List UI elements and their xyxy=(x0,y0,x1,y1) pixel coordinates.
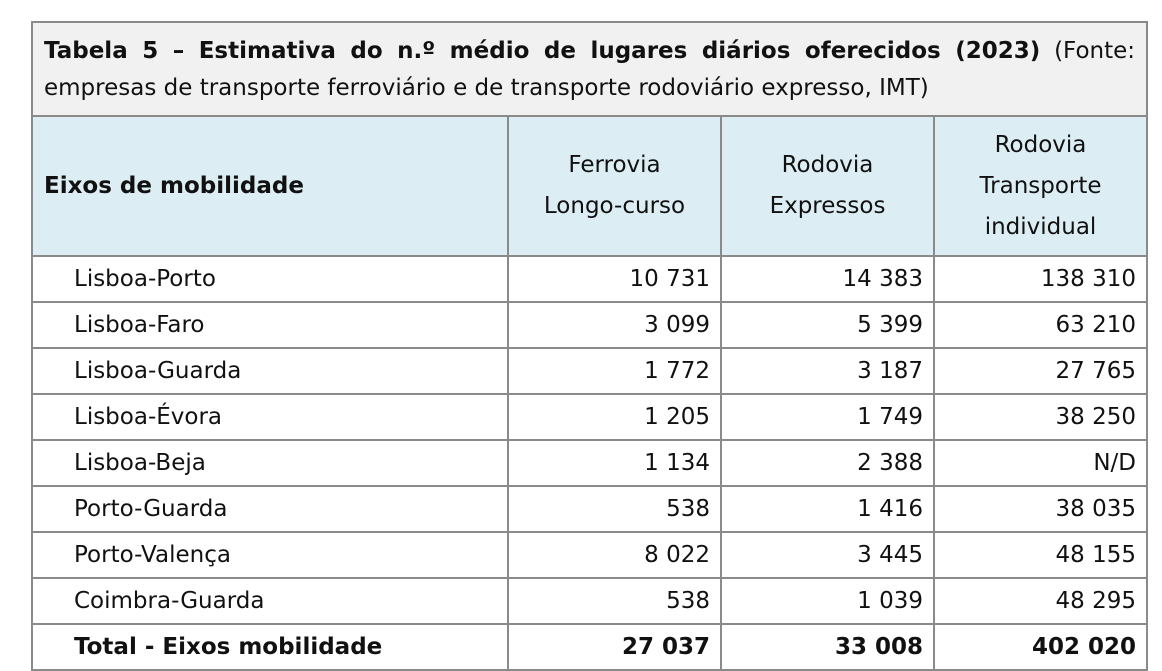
table-row: Porto-Valença 8 022 3 445 48 155 xyxy=(31,531,1149,579)
table-caption-title: Tabela 5 – Estimativa do n.º médio de lu… xyxy=(44,38,1041,64)
header-rodovia-expressos: Rodovia Expressos xyxy=(720,115,935,257)
header-expressos-line-1: Rodovia xyxy=(781,152,874,178)
table-row: Lisboa-Beja 1 134 2 388 N/D xyxy=(31,439,1149,487)
row-individual: 27 765 xyxy=(932,347,1149,395)
mobility-seats-table: Tabela 5 – Estimativa do n.º médio de lu… xyxy=(30,21,1149,671)
row-individual: 48 295 xyxy=(932,577,1149,625)
header-rodovia-individual: Rodovia Transporte individual xyxy=(932,115,1149,257)
row-individual: 38 035 xyxy=(932,485,1149,533)
row-individual: 38 250 xyxy=(932,393,1149,441)
row-expressos: 3 445 xyxy=(720,531,935,579)
row-name: Lisboa-Beja xyxy=(31,439,509,487)
row-individual: 48 155 xyxy=(932,531,1149,579)
row-name: Coimbra-Guarda xyxy=(31,577,509,625)
header-ferrovia-line-2: Longo-curso xyxy=(543,193,686,219)
row-expressos: 1 416 xyxy=(720,485,935,533)
header-ferrovia-line-1: Ferrovia xyxy=(568,152,661,178)
total-name: Total - Eixos mobilidade xyxy=(31,623,509,671)
table-row: Coimbra-Guarda 538 1 039 48 295 xyxy=(31,577,1149,625)
table-header-row: Eixos de mobilidade Ferrovia Longo-curso… xyxy=(31,115,1149,257)
row-name: Porto-Guarda xyxy=(31,485,509,533)
table-row: Lisboa-Faro 3 099 5 399 63 210 xyxy=(31,301,1149,349)
row-ferrovia: 1 134 xyxy=(507,439,722,487)
row-ferrovia: 538 xyxy=(507,577,722,625)
row-ferrovia: 10 731 xyxy=(507,255,722,303)
row-expressos: 5 399 xyxy=(720,301,935,349)
header-expressos-line-2: Expressos xyxy=(769,193,886,219)
header-ferrovia: Ferrovia Longo-curso xyxy=(507,115,722,257)
table-row: Lisboa-Évora 1 205 1 749 38 250 xyxy=(31,393,1149,441)
table-row: Lisboa-Guarda 1 772 3 187 27 765 xyxy=(31,347,1149,395)
row-ferrovia: 1 205 xyxy=(507,393,722,441)
header-individual-line-2: Transporte xyxy=(979,172,1102,199)
row-ferrovia: 538 xyxy=(507,485,722,533)
table-caption: Tabela 5 – Estimativa do n.º médio de lu… xyxy=(30,21,1149,117)
row-individual: N/D xyxy=(932,439,1149,487)
row-expressos: 3 187 xyxy=(720,347,935,395)
row-name: Lisboa-Guarda xyxy=(31,347,509,395)
row-expressos: 14 383 xyxy=(720,255,935,303)
row-ferrovia: 1 772 xyxy=(507,347,722,395)
row-expressos: 1 039 xyxy=(720,577,935,625)
row-individual: 138 310 xyxy=(932,255,1149,303)
header-eixos: Eixos de mobilidade xyxy=(31,115,509,257)
row-individual: 63 210 xyxy=(932,301,1149,349)
table-row: Porto-Guarda 538 1 416 38 035 xyxy=(31,485,1149,533)
row-name: Lisboa-Faro xyxy=(31,301,509,349)
row-ferrovia: 8 022 xyxy=(507,531,722,579)
total-individual: 402 020 xyxy=(932,623,1149,671)
total-expressos: 33 008 xyxy=(720,623,935,671)
row-expressos: 2 388 xyxy=(720,439,935,487)
header-individual-line-3: individual xyxy=(984,213,1097,240)
table-total-row: Total - Eixos mobilidade 27 037 33 008 4… xyxy=(31,623,1149,671)
table-row: Lisboa-Porto 10 731 14 383 138 310 xyxy=(31,255,1149,303)
header-individual-line-1: Rodovia xyxy=(994,131,1087,158)
row-expressos: 1 749 xyxy=(720,393,935,441)
data-table-container: Tabela 5 – Estimativa do n.º médio de lu… xyxy=(30,21,1149,671)
row-name: Lisboa-Évora xyxy=(31,393,509,441)
total-ferrovia: 27 037 xyxy=(507,623,722,671)
row-ferrovia: 3 099 xyxy=(507,301,722,349)
table-caption-source: (Fonte: empresas de transporte ferroviár… xyxy=(44,38,1136,101)
row-name: Porto-Valença xyxy=(31,531,509,579)
row-name: Lisboa-Porto xyxy=(31,255,509,303)
